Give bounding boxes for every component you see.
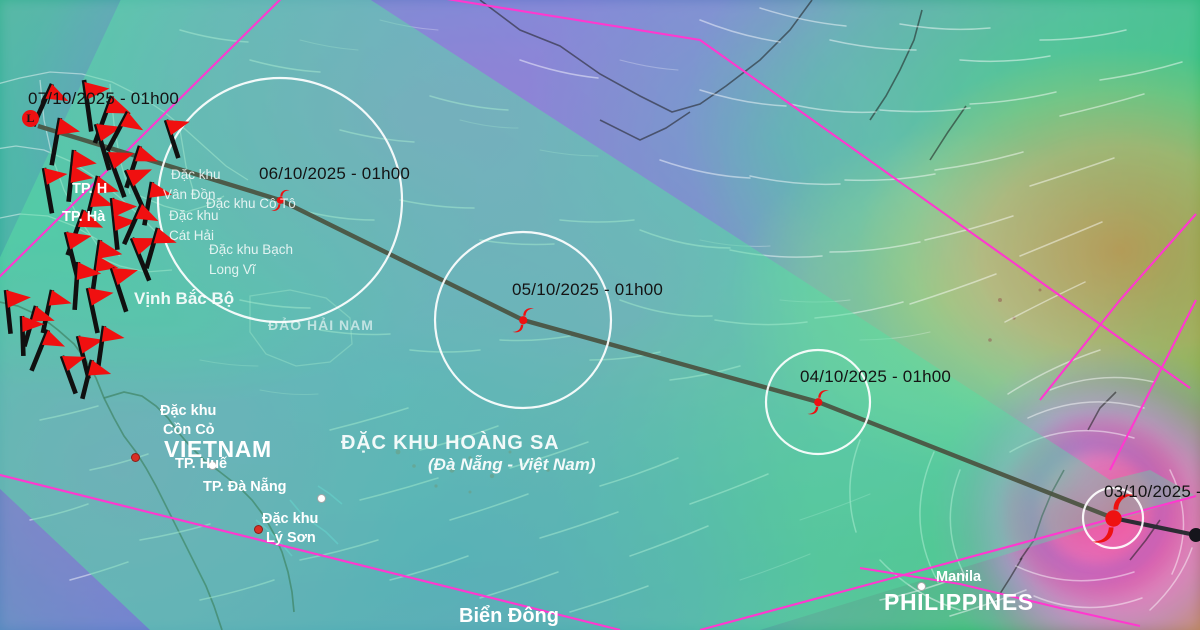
city-dot-d1 bbox=[131, 453, 140, 462]
city-dot-d3 bbox=[317, 494, 326, 503]
cyclone-symbol-p1[interactable] bbox=[804, 388, 833, 417]
uncertainty-circle-p1 bbox=[764, 348, 872, 456]
track-past bbox=[1112, 515, 1200, 539]
cyclone-symbol-p2[interactable] bbox=[509, 306, 538, 335]
cyclone-symbol-p0[interactable] bbox=[1085, 490, 1142, 547]
cyclone-symbol-p3[interactable] bbox=[268, 188, 293, 213]
low-pressure-marker-p4[interactable]: L bbox=[21, 109, 54, 142]
uncertainty-circle-p0 bbox=[1081, 486, 1145, 550]
city-dot-d2 bbox=[208, 461, 217, 470]
track-past-node bbox=[1189, 528, 1200, 542]
uncertainty-circle-p2 bbox=[433, 230, 613, 410]
uncertainty-circle-p3 bbox=[156, 76, 404, 324]
city-dot-d5 bbox=[917, 582, 926, 591]
low-marker-letter: L bbox=[21, 109, 39, 127]
city-dot-d4 bbox=[254, 525, 263, 534]
